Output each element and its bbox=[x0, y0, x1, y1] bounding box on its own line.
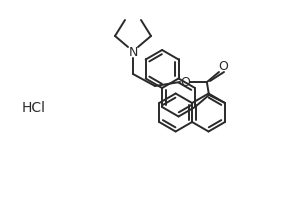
Text: N: N bbox=[128, 46, 138, 59]
Text: O: O bbox=[180, 75, 190, 89]
Text: HCl: HCl bbox=[22, 101, 46, 115]
Text: O: O bbox=[218, 59, 228, 73]
